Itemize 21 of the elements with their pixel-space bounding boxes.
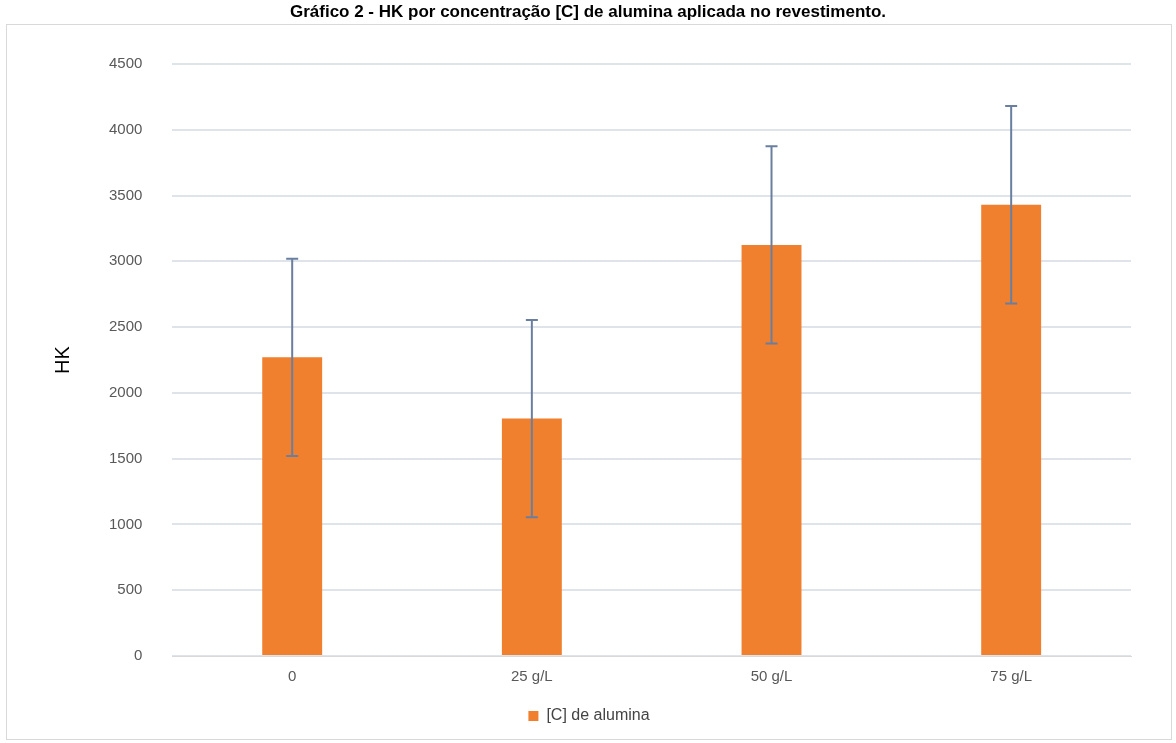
y-tick-label: 3000 bbox=[108, 251, 143, 269]
y-tick-label: 3500 bbox=[108, 185, 143, 203]
y-tick-label: 4500 bbox=[108, 54, 143, 72]
bar bbox=[262, 357, 323, 655]
bar bbox=[981, 204, 1042, 655]
y-tick-label: 1500 bbox=[108, 448, 143, 466]
x-tick-label: 0 bbox=[288, 667, 297, 685]
chart-title: Gráfico 2 - HK por concentração [C] de alumina aplicada no revestimento. bbox=[288, 2, 888, 22]
y-tick-label: 500 bbox=[117, 580, 143, 598]
y-tick-label: 0 bbox=[134, 646, 143, 664]
x-tick-label: 75 g/L bbox=[990, 667, 1033, 685]
y-tick-label: 4000 bbox=[108, 119, 143, 137]
y-axis-title: HK bbox=[50, 345, 73, 374]
x-tick-label: 50 g/L bbox=[750, 667, 793, 685]
y-tick-label: 2500 bbox=[108, 317, 143, 335]
x-tick-label: 25 g/L bbox=[511, 667, 553, 685]
bar bbox=[741, 244, 802, 655]
y-tick-label: 1000 bbox=[108, 514, 143, 532]
legend-label: [C] de alumina bbox=[546, 706, 650, 724]
y-tick-label: 2000 bbox=[108, 383, 143, 401]
bar bbox=[501, 418, 562, 655]
